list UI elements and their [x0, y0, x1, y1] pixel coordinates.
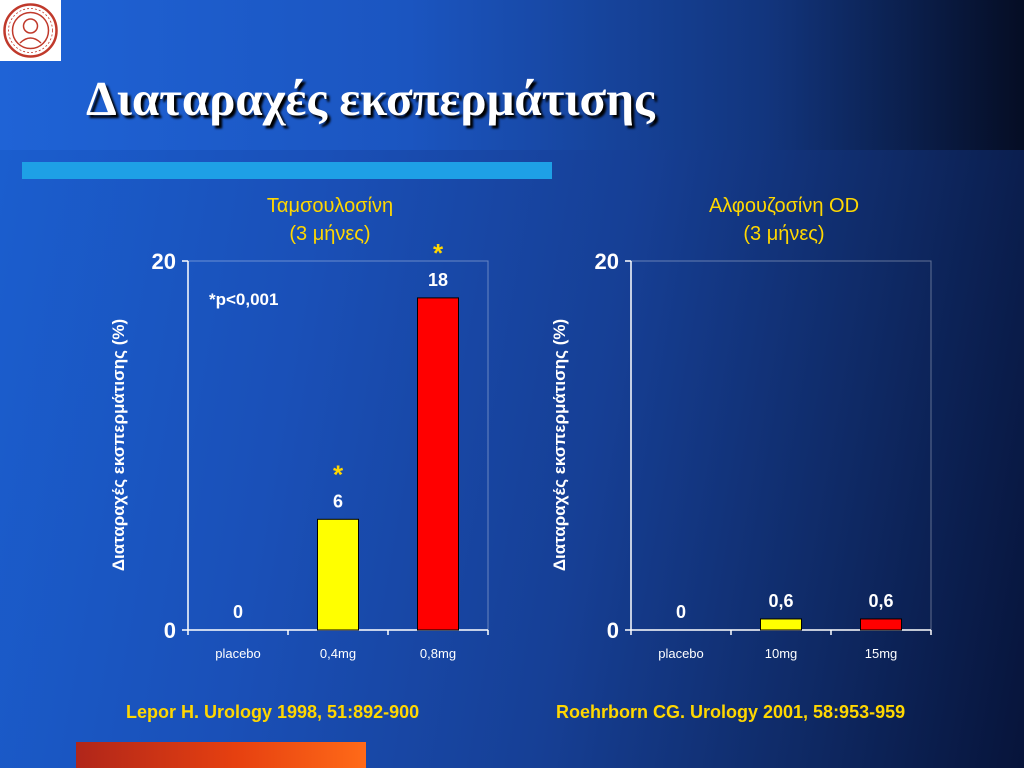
- chart-title-line1: Αλφουζοσίνη OD: [708, 195, 860, 217]
- chart-title-tamsulosin: Ταμσουλοσίνη (3 μήνες): [180, 192, 480, 248]
- significance-star: *: [433, 238, 444, 268]
- y-tick-label: 20: [152, 249, 176, 274]
- chart-title-line2: (3 μήνες): [743, 223, 825, 245]
- data-label: 0: [676, 602, 686, 622]
- x-tick-label: placebo: [658, 646, 704, 661]
- university-seal-logo: [0, 0, 61, 61]
- y-tick-label: 0: [164, 618, 176, 643]
- significance-star: *: [333, 459, 344, 489]
- slide-title: Διαταραχές εκσπερμάτισης: [86, 71, 655, 126]
- reference-roehrborn: Roehrborn CG. Urology 2001, 58:953-959: [556, 702, 906, 722]
- x-tick-label: placebo: [215, 646, 261, 661]
- x-tick-label: 0,8mg: [420, 646, 456, 661]
- data-label: 0,6: [768, 591, 793, 611]
- significance-note: *p<0,001: [209, 290, 279, 309]
- bar-0,8mg: [417, 297, 459, 631]
- title-underline-bar: [22, 162, 552, 179]
- chart-title-line2: (3 μήνες): [289, 223, 371, 245]
- chart-title-line1: Ταμσουλοσίνη: [266, 195, 394, 217]
- plot-area-frame: [630, 260, 932, 631]
- y-tick-label: 20: [595, 249, 619, 274]
- data-label: 6: [333, 491, 343, 511]
- bar-10mg: [760, 618, 802, 631]
- data-label: 0: [233, 602, 243, 622]
- bar-15mg: [860, 618, 902, 631]
- header-band: [0, 0, 1024, 150]
- bar-0,4mg: [317, 518, 359, 631]
- data-label: 18: [428, 270, 448, 290]
- x-tick-label: 15mg: [865, 646, 898, 661]
- reference-lepor: Lepor H. Urology 1998, 51:892-900: [126, 702, 420, 722]
- x-tick-label: 0,4mg: [320, 646, 356, 661]
- chart-title-alfuzosin: Αλφουζοσίνη OD (3 μήνες): [634, 192, 934, 248]
- x-tick-label: 10mg: [765, 646, 798, 661]
- footer-accent-bar: [76, 742, 366, 768]
- data-label: 0,6: [868, 591, 893, 611]
- y-tick-label: 0: [607, 618, 619, 643]
